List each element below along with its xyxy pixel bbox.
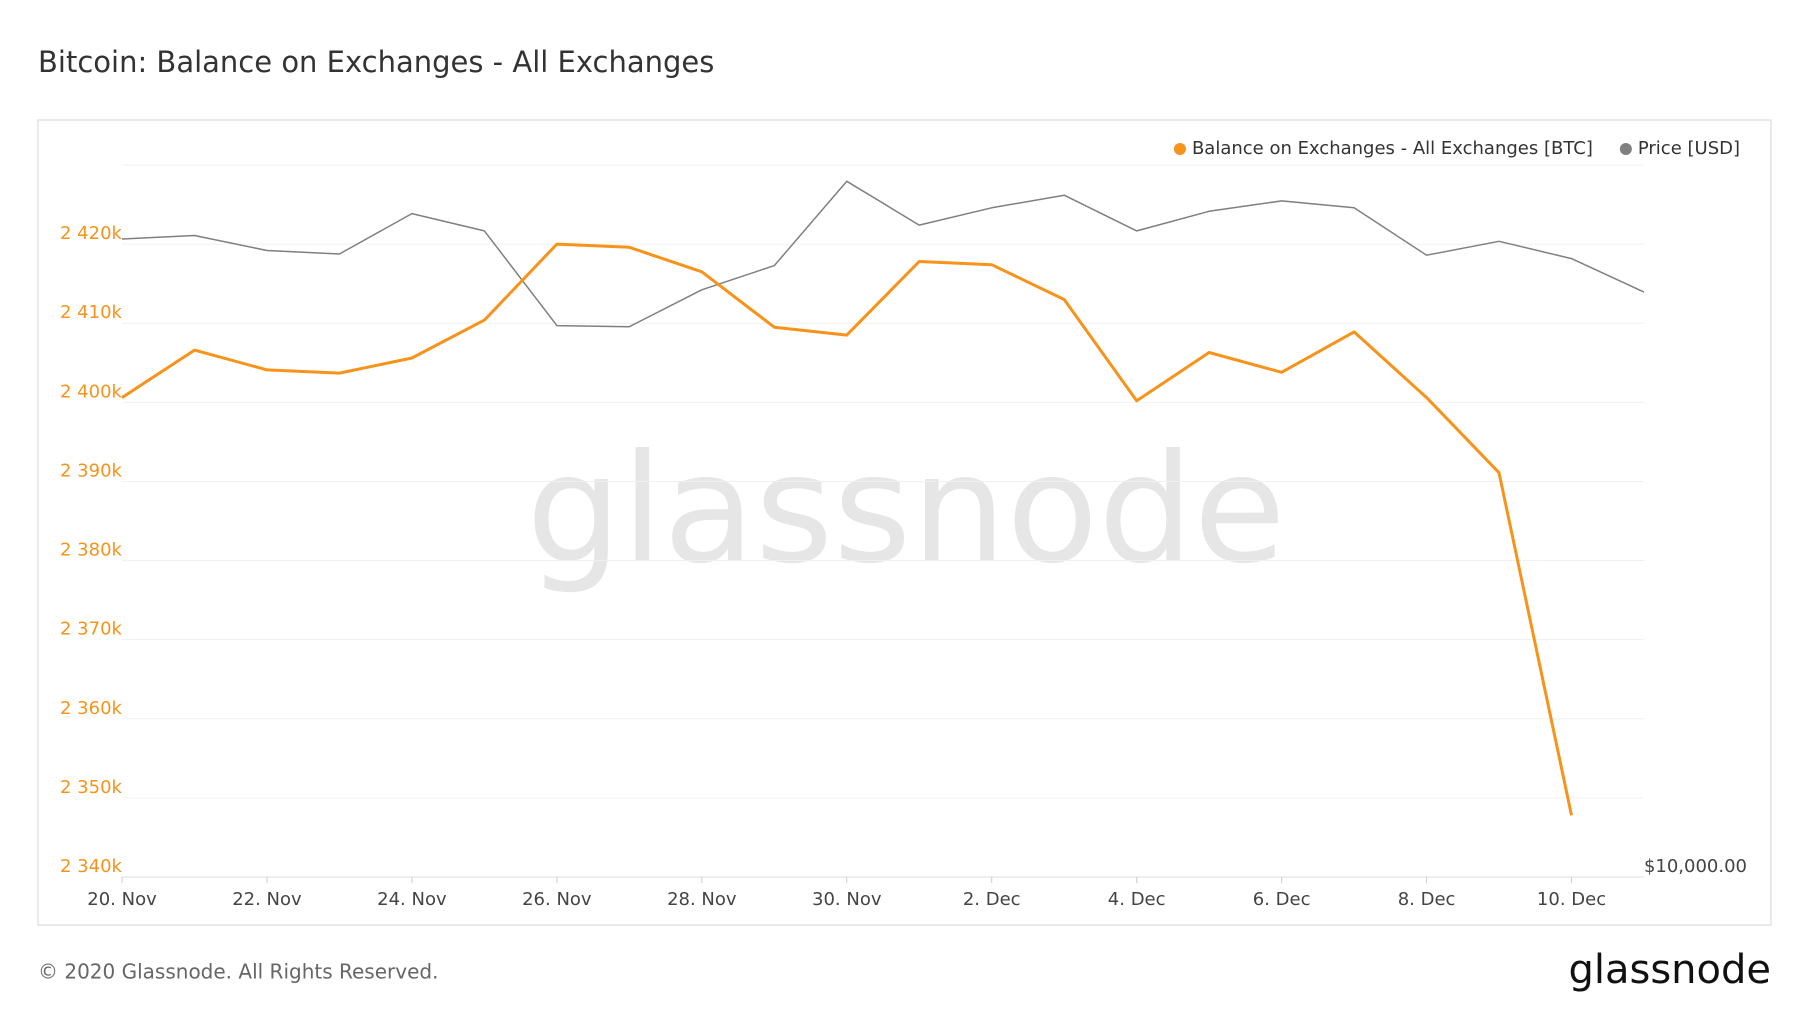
chart-frame xyxy=(37,119,1772,926)
x-tick-label: 26. Nov xyxy=(522,889,592,910)
legend-label: Balance on Exchanges - All Exchanges [BT… xyxy=(1192,138,1593,159)
x-tick-label: 10. Dec xyxy=(1537,889,1606,910)
y-tick-label: 2 380k xyxy=(60,540,123,561)
footer: © 2020 Glassnode. All Rights Reserved. xyxy=(38,960,438,984)
series-line xyxy=(121,180,1645,328)
y-tick-label: 2 410k xyxy=(60,302,123,323)
x-tick-label: 24. Nov xyxy=(377,889,447,910)
x-tick-label: 2. Dec xyxy=(963,889,1021,910)
x-tick-label: 6. Dec xyxy=(1253,889,1311,910)
y-tick-label: 2 360k xyxy=(60,698,123,719)
chart-title: Bitcoin: Balance on Exchanges - All Exch… xyxy=(38,45,714,79)
series-line xyxy=(121,242,1573,816)
y-tick-label: 2 340k xyxy=(60,856,123,877)
x-tick-label: 22. Nov xyxy=(232,889,302,910)
y-tick-label: 2 370k xyxy=(60,619,123,640)
logo: glassnode xyxy=(1568,947,1771,993)
x-tick-label: 20. Nov xyxy=(87,889,157,910)
y-tick-label: 2 350k xyxy=(60,777,123,798)
legend-swatch xyxy=(1619,143,1632,155)
y-tick-label: 2 400k xyxy=(60,381,123,402)
x-tick-label: 28. Nov xyxy=(667,889,737,910)
legend-swatch xyxy=(1173,143,1186,155)
legend-label: Price [USD] xyxy=(1638,138,1740,159)
x-tick-label: 4. Dec xyxy=(1108,889,1166,910)
watermark: glassnode xyxy=(526,423,1285,597)
x-tick-label: 8. Dec xyxy=(1398,889,1456,910)
y-tick-label: 2 420k xyxy=(60,223,123,244)
y2-tick-label: $10,000.00 xyxy=(1644,856,1747,877)
y-tick-label: 2 390k xyxy=(60,460,123,481)
x-tick-label: 30. Nov xyxy=(812,889,882,910)
